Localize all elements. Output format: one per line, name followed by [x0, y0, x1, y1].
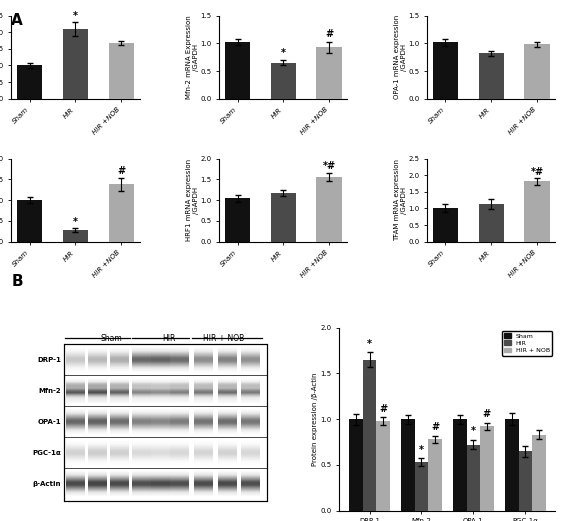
Bar — [401, 419, 415, 511]
Bar — [479, 204, 504, 242]
Bar — [415, 462, 428, 511]
Text: *#: *# — [323, 162, 335, 171]
Bar — [350, 419, 363, 511]
Bar — [17, 200, 42, 242]
Text: DRP-1: DRP-1 — [37, 356, 61, 363]
Bar — [376, 421, 390, 511]
Y-axis label: TFAM mRNA expression
/GAPDH: TFAM mRNA expression /GAPDH — [394, 159, 407, 241]
Bar — [63, 344, 268, 501]
Text: Mfn-2: Mfn-2 — [38, 388, 61, 394]
Bar — [433, 208, 458, 242]
Y-axis label: Protein expression /β-Actin: Protein expression /β-Actin — [312, 373, 318, 466]
Bar — [316, 47, 342, 99]
Text: A: A — [11, 13, 23, 28]
Text: B: B — [11, 274, 23, 289]
Text: #: # — [379, 404, 387, 414]
Text: #: # — [325, 30, 333, 40]
Bar — [316, 177, 342, 242]
Bar — [428, 439, 442, 511]
Text: *: * — [367, 339, 372, 349]
Bar — [63, 230, 88, 242]
Text: HIR + NOB: HIR + NOB — [203, 334, 244, 343]
Bar — [63, 29, 88, 99]
Bar — [453, 419, 467, 511]
Text: PGC-1α: PGC-1α — [32, 450, 61, 456]
Text: *: * — [471, 427, 476, 437]
Text: #: # — [431, 422, 439, 432]
Bar — [433, 42, 458, 99]
Y-axis label: HRF1 mRNA expression
/GAPDH: HRF1 mRNA expression /GAPDH — [186, 159, 199, 241]
Text: HIR: HIR — [162, 334, 176, 343]
Y-axis label: OPA-1 mRNA expression
/GAPDH: OPA-1 mRNA expression /GAPDH — [394, 15, 407, 100]
Text: OPA-1: OPA-1 — [37, 419, 61, 425]
Bar — [271, 193, 296, 242]
Y-axis label: Mfn-2 mRNA Expression
/GAPDH: Mfn-2 mRNA Expression /GAPDH — [186, 15, 199, 99]
Bar — [17, 66, 42, 99]
Bar — [109, 184, 134, 242]
Bar — [109, 43, 134, 99]
Bar — [467, 445, 480, 511]
Bar — [525, 44, 550, 99]
Bar — [271, 63, 296, 99]
Text: #: # — [117, 166, 125, 177]
Bar — [480, 426, 494, 511]
Bar — [525, 181, 550, 242]
Bar — [505, 419, 518, 511]
Bar — [479, 53, 504, 99]
Text: *#: *# — [530, 167, 544, 177]
Text: *: * — [281, 48, 286, 58]
Bar — [225, 42, 250, 99]
Text: *: * — [73, 11, 78, 21]
Bar — [532, 435, 546, 511]
Bar — [225, 199, 250, 242]
Text: *: * — [73, 217, 78, 227]
Bar — [518, 451, 532, 511]
Text: β-Actin: β-Actin — [33, 481, 61, 487]
Text: Sham: Sham — [101, 334, 123, 343]
Bar — [363, 359, 376, 511]
Legend: Sham, HIR, HIR + NOB: Sham, HIR, HIR + NOB — [502, 331, 552, 356]
Text: #: # — [483, 409, 491, 419]
Text: *: * — [419, 445, 424, 455]
